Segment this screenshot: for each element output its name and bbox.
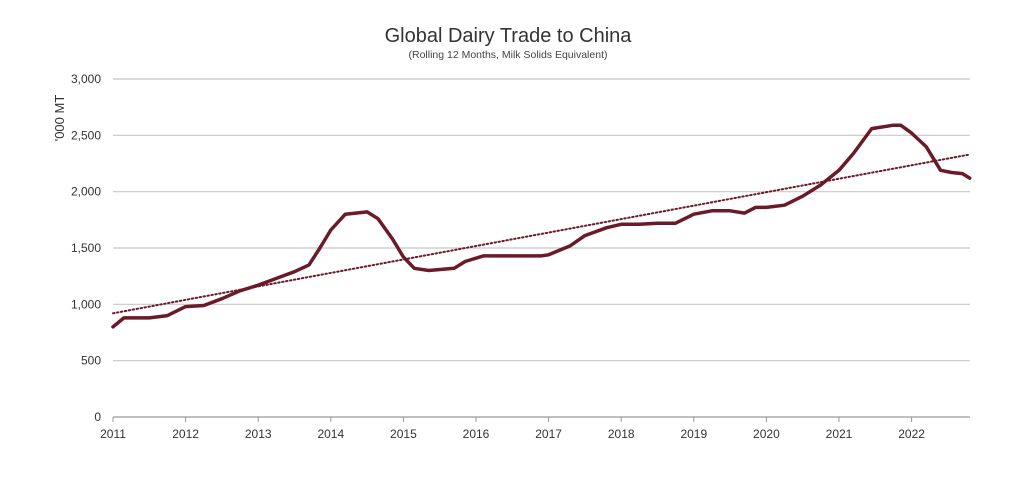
x-tick-label: 2013 [245, 427, 272, 441]
x-tick-label: 2012 [172, 427, 199, 441]
y-tick-label: 0 [94, 410, 101, 424]
x-tick-label: 2020 [753, 427, 780, 441]
x-tick-label: 2018 [608, 427, 635, 441]
y-tick-label: 1,500 [71, 241, 101, 255]
x-tick-label: 2019 [680, 427, 707, 441]
chart-title: Global Dairy Trade to China [385, 25, 633, 47]
trend-line [112, 153, 971, 315]
series-line [111, 123, 972, 329]
y-tick-label: 2,500 [71, 128, 101, 142]
y-axis-label: '000 MT [52, 95, 67, 142]
y-tick-label: 3,000 [71, 72, 101, 86]
y-tick-label: 500 [81, 354, 101, 368]
x-tick-label: 2022 [898, 427, 925, 441]
x-tick-label: 2021 [826, 427, 853, 441]
x-tick-label: 2014 [317, 427, 344, 441]
x-tick-label: 2016 [463, 427, 490, 441]
y-tick-label: 1,000 [71, 297, 101, 311]
chart-subtitle: (Rolling 12 Months, Milk Solids Equivale… [408, 49, 607, 61]
x-tick-label: 2015 [390, 427, 417, 441]
x-tick-label: 2017 [535, 427, 562, 441]
x-tick-label: 2011 [100, 427, 126, 441]
y-tick-label: 2,000 [71, 185, 101, 199]
